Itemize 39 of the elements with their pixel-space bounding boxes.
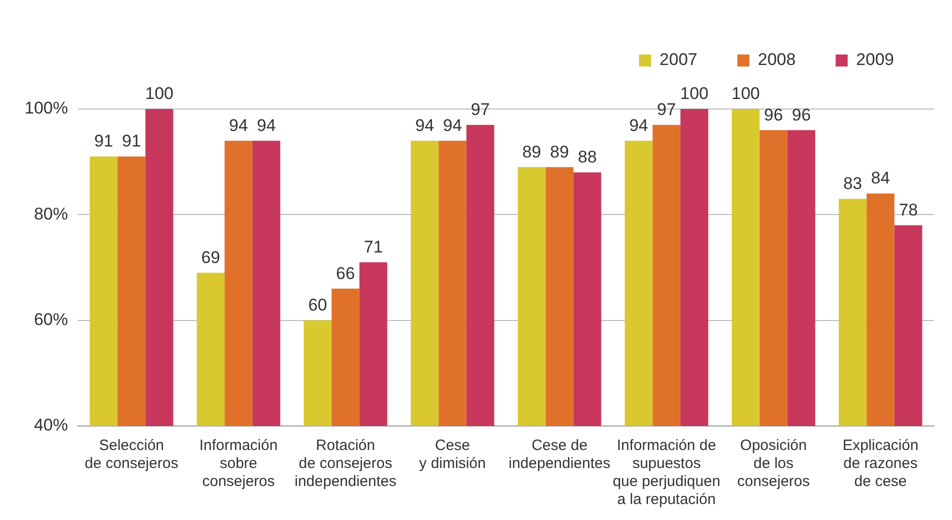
data-label: 100	[145, 84, 174, 104]
data-label: 97	[657, 100, 676, 120]
data-label: 69	[201, 248, 220, 267]
x-tick-label: Cese de independientes	[508, 437, 610, 472]
data-label: 71	[364, 237, 383, 256]
x-tick-label: Explicación de razones de cese	[842, 437, 918, 490]
data-label: 94	[629, 116, 648, 135]
data-label: 89	[550, 142, 569, 162]
y-tick-label: 60%	[34, 310, 68, 330]
data-label: 100	[680, 84, 709, 104]
data-label: 89	[522, 142, 542, 162]
data-label: 97	[470, 100, 490, 120]
data-label: 94	[256, 116, 276, 135]
data-label: 96	[764, 105, 783, 124]
x-tick-label: Cese y dimisión	[419, 437, 486, 472]
data-label: 83	[843, 174, 862, 194]
y-tick-label: 80%	[34, 204, 68, 224]
legend-label: 2008	[758, 50, 796, 70]
data-label: 91	[94, 132, 114, 151]
data-label: 91	[122, 132, 141, 151]
data-label: 88	[578, 148, 597, 167]
x-tick-label: Selección de consejeros	[84, 437, 178, 472]
data-label: 96	[792, 105, 811, 124]
data-label: 84	[871, 168, 890, 188]
data-label: 94	[229, 116, 248, 135]
data-label: 94	[443, 116, 462, 135]
data-label: 60	[308, 296, 328, 315]
data-label: 78	[898, 200, 918, 220]
legend-label: 2007	[660, 50, 698, 70]
y-tick-label: 100%	[24, 98, 68, 118]
x-tick-label: Oposición de los consejeros	[737, 437, 810, 490]
data-label: 100	[731, 84, 760, 104]
y-tick-label: 40%	[34, 416, 68, 435]
x-tick-label: Información sobre consejeros	[199, 437, 278, 490]
data-label: 94	[415, 116, 434, 135]
x-tick-label: Rotación de consejeros independientes	[294, 437, 396, 490]
legend-label: 2009	[856, 50, 894, 70]
x-tick-label: Información de supuestos que perjudiquen a la reputación	[612, 437, 720, 508]
data-label: 66	[336, 264, 355, 283]
